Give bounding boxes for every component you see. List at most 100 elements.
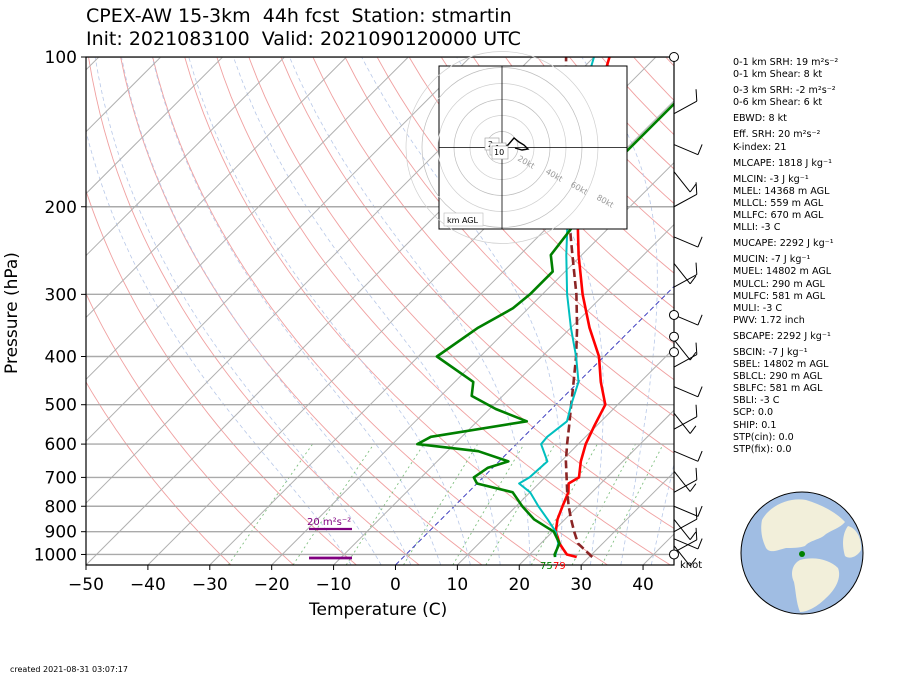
wind-barb [673,339,691,361]
stat-line: 0-1 km Shear: 8 kt [733,69,823,81]
wind-barb-flag [697,450,703,462]
y-tick-label: 200 [45,198,77,218]
isotherm [518,409,674,565]
location-globe [740,491,864,615]
x-tick-label: 10 [447,575,469,595]
mixing-ratio-line [292,443,375,565]
stat-line: SBEL: 14802 m AGL [733,359,829,371]
stat-line: MLLFC: 670 m AGL [733,210,824,222]
stat-line: Eff. SRH: 20 m²s⁻² [733,129,821,141]
isotherm [86,57,471,442]
wind-barb [673,144,699,156]
x-tick-label: −10 [316,575,352,595]
dry-adiabat [152,57,545,565]
mixing-ratio-line [452,443,525,565]
stat-line: EBWD: 8 kt [733,113,787,125]
wind-barb [673,470,691,492]
wind-barb-flag [695,467,698,480]
stat-line: 0-1 km SRH: 19 m²s⁻² [733,57,839,68]
dry-adiabat [440,57,674,309]
calm-wind-marker [669,549,679,560]
wind-barb-flag [689,531,697,541]
stat-line: SBLCL: 290 m AGL [733,371,823,383]
wind-barb-flag [689,183,697,193]
x-tick-label: 20 [508,575,530,595]
x-tick-label: −50 [68,575,104,595]
stat-line: MLLI: -3 C [733,222,781,234]
srh-label: 20 m²s⁻² [307,517,351,528]
x-tick-label: 0 [390,575,401,595]
wind-barb [673,416,698,430]
hodo-height-marker: 10 [494,148,504,157]
isotherm [86,57,162,133]
stat-line: MULFC: 581 m AGL [733,290,826,302]
wind-barb-flag [697,144,703,155]
wind-barb [673,538,699,550]
wind-barb-flag [695,262,698,275]
wind-barb-flag [697,505,703,517]
dry-adiabat [248,57,674,530]
moist-adiabat [650,462,674,565]
wind-barb-flag [695,182,698,195]
dry-adiabat [408,57,674,345]
dry-adiabat [86,292,295,565]
moist-adiabat [94,57,382,565]
stat-line: SCP: 0.0 [733,407,774,419]
wind-barb [673,193,698,208]
dry-adiabat [88,57,420,565]
north-america-shape [761,499,845,552]
wind-barb [673,274,698,288]
wind-barb [673,171,691,193]
stat-line: SBCAPE: 2292 J kg⁻¹ [733,330,831,342]
wind-barb [673,412,691,434]
wind-barb-flag [695,507,698,520]
isotherm [333,223,674,565]
calm-wind-marker [669,331,679,342]
dry-adiabat [86,381,232,565]
wind-barb [673,100,698,115]
x-tick-label: −30 [192,575,228,595]
wind-barb [673,505,699,517]
y-tick-label: 800 [45,497,77,517]
wind-barb-flag [689,557,697,567]
x-tick-label: 40 [632,575,654,595]
mixing-ratio-line [601,443,664,565]
wind-barb-flag [697,236,703,248]
y-tick-label: 700 [45,468,77,488]
wind-barb-flag [695,342,698,355]
x-tick-label: −40 [130,575,166,595]
wind-unit-label: knot [680,560,703,571]
moist-adiabat [289,57,531,565]
stat-line: 0-3 km SRH: -2 m²s⁻² [733,85,836,97]
mixing-ratio-line [345,443,425,565]
stat-line: MLCIN: -3 J kg⁻¹ [733,173,809,185]
moist-adiabat [361,57,563,565]
wind-barb-flag [689,425,697,434]
isotherm [209,100,674,565]
calm-wind-marker [669,309,679,320]
moist-adiabat [456,57,604,565]
y-axis-label: Pressure (hPa) [2,252,22,374]
dry-adiabat [86,189,357,565]
wind-barb-flag [697,538,703,550]
stat-line: PWV: 1.72 inch [733,314,805,326]
stat-line: SBLI: -3 C [733,395,780,407]
stat-line: MLLCL: 559 m AGL [733,197,824,209]
isotherm [86,57,223,195]
sounding-indices-panel: 0-1 km SRH: 19 m²s⁻² 0-1 km Shear: 8 kt 0-… [733,57,903,456]
stat-line: 0-6 km Shear: 6 kt [733,97,823,109]
dry-adiabat [376,57,674,381]
x-tick-label: 30 [570,575,592,595]
isotherm [86,57,409,381]
wind-barb [673,450,699,462]
moist-adiabat [581,57,658,565]
isotherm [457,347,674,565]
y-tick-label: 500 [45,396,77,416]
stat-line: MLCAPE: 1818 J kg⁻¹ [733,157,832,169]
stat-line: SBLFC: 581 m AGL [733,383,823,395]
y-tick-label: 1000 [34,545,77,565]
wind-barb [673,479,698,493]
hodograph-inset: 20kt 40kt 60kt 80kt 2 1 10 km AGL [405,51,628,244]
stat-line: MUCAPE: 2292 J kg⁻¹ [733,238,834,250]
